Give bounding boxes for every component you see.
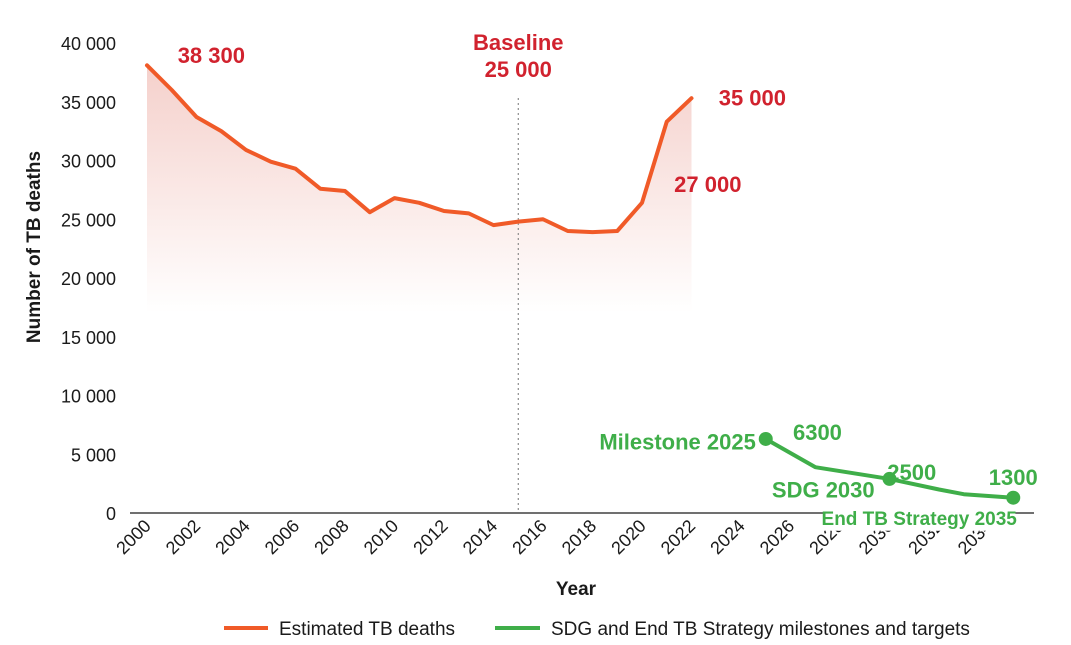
x-tick-label: 2014 bbox=[459, 516, 501, 558]
x-axis-title: Year bbox=[556, 579, 597, 600]
annotation-label: 25 000 bbox=[485, 57, 552, 82]
y-axis-title: Number of TB deaths bbox=[24, 151, 45, 343]
annotation-backing bbox=[823, 506, 1016, 531]
annotation-label: 1300 bbox=[989, 465, 1038, 490]
x-tick-label: 2020 bbox=[607, 516, 649, 558]
x-tick-label: 2018 bbox=[558, 516, 600, 558]
annotation-label: SDG 2030 bbox=[772, 478, 875, 503]
y-tick-label: 5 000 bbox=[71, 445, 116, 465]
annotation-label: 27 000 bbox=[674, 172, 741, 197]
x-tick-label: 2010 bbox=[360, 516, 402, 558]
x-tick-label: 2024 bbox=[706, 516, 748, 558]
area-fill-layer bbox=[147, 65, 692, 314]
y-tick-label: 35 000 bbox=[61, 93, 116, 113]
y-tick-label: 40 000 bbox=[61, 34, 116, 54]
y-tick-label: 0 bbox=[106, 504, 116, 524]
annotation-label: End TB Strategy 2035 bbox=[822, 509, 1018, 530]
y-tick-label: 25 000 bbox=[61, 210, 116, 230]
x-tick-label: 2002 bbox=[162, 516, 204, 558]
y-tick-label: 20 000 bbox=[61, 269, 116, 289]
x-tick-label: 2006 bbox=[261, 516, 303, 558]
x-tick-label: 2022 bbox=[657, 516, 699, 558]
series-line-estimated bbox=[145, 63, 694, 235]
annotation-label: 6300 bbox=[793, 420, 842, 445]
annotation-label: 2500 bbox=[887, 460, 936, 485]
legend-item-estimated: Estimated TB deaths bbox=[224, 619, 455, 640]
annotation-label: Baseline bbox=[473, 30, 564, 55]
y-tick-label: 15 000 bbox=[61, 328, 116, 348]
legend-item-targets: SDG and End TB Strategy milestones and t… bbox=[495, 619, 970, 640]
annotation-label: 38 300 bbox=[178, 43, 245, 68]
x-tick-label: 2026 bbox=[756, 516, 798, 558]
x-tick-label: 2004 bbox=[211, 516, 253, 558]
y-tick-label: 30 000 bbox=[61, 152, 116, 172]
target-marker bbox=[882, 471, 897, 486]
estimated-area-fill bbox=[147, 65, 692, 314]
legend-label-targets: SDG and End TB Strategy milestones and t… bbox=[551, 619, 970, 640]
x-tick-label: 2008 bbox=[310, 516, 352, 558]
y-tick-labels: 0 5 000 10 000 15 000 20 000 25 000 30 000 35 0… bbox=[61, 34, 116, 524]
legend: Estimated TB deaths SDG and End TB Strat… bbox=[224, 619, 970, 640]
x-tick-label: 2016 bbox=[508, 516, 550, 558]
legend-label-estimated: Estimated TB deaths bbox=[279, 619, 455, 640]
series-line-targets bbox=[763, 436, 1016, 500]
x-tick-label: 2000 bbox=[112, 516, 154, 558]
target-marker bbox=[1006, 490, 1021, 505]
annotation-label: Milestone 2025 bbox=[599, 430, 756, 455]
y-tick-label: 10 000 bbox=[61, 387, 116, 407]
target-marker bbox=[758, 431, 773, 446]
annotation-label: 35 000 bbox=[719, 85, 786, 110]
series-layer bbox=[145, 63, 1021, 505]
x-tick-label: 2012 bbox=[409, 516, 451, 558]
